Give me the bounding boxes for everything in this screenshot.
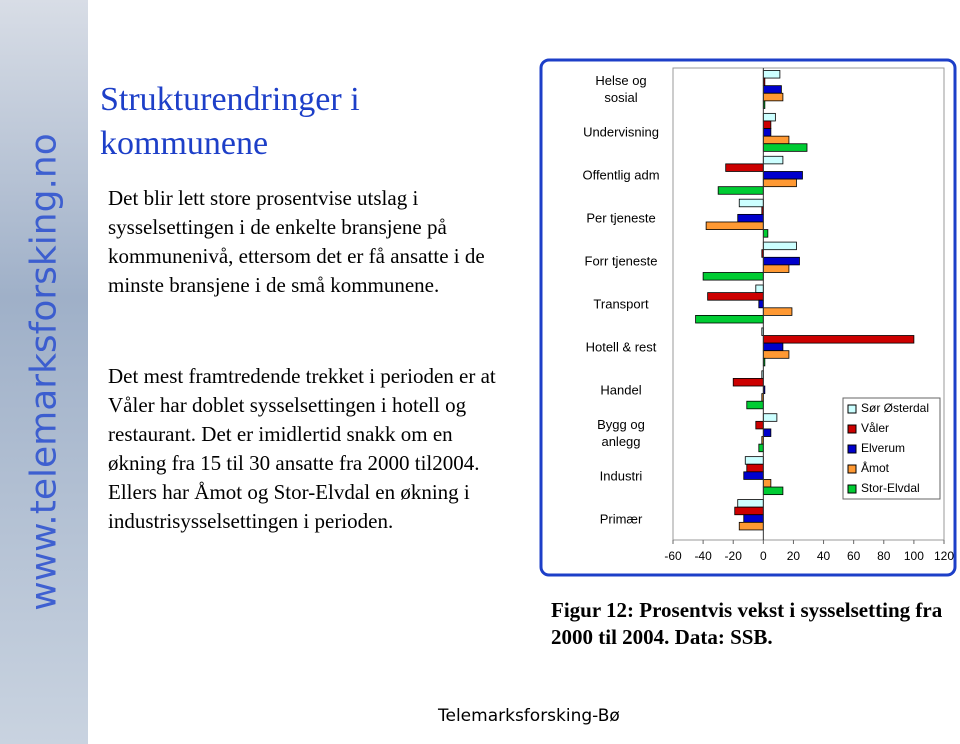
- category-label: Transport: [593, 296, 649, 312]
- bar: [762, 428, 772, 437]
- bar: [746, 400, 764, 410]
- x-tick-label: 80: [877, 549, 891, 563]
- bar: [762, 92, 784, 102]
- category-label: Forr tjeneste: [584, 253, 658, 269]
- bar: [755, 284, 764, 293]
- slide-title: Strukturendringer i kommunene: [100, 81, 360, 162]
- bar: [762, 342, 784, 352]
- x-tick-label: 20: [787, 549, 801, 563]
- footer: Telemarksforsking-Bø: [438, 706, 620, 726]
- bar: [744, 456, 764, 465]
- category-label: Offentlig adm: [582, 167, 660, 183]
- bar: [717, 186, 764, 195]
- bar: [762, 335, 915, 344]
- bar: [743, 514, 764, 523]
- bar: [734, 506, 764, 516]
- bar: [705, 221, 764, 230]
- bar: [762, 135, 790, 145]
- bar: [707, 292, 764, 301]
- bar: [762, 229, 769, 238]
- sidebar: [0, 0, 88, 744]
- legend-swatch: [847, 444, 857, 454]
- x-tick-label: 120: [934, 549, 954, 563]
- category-label: Per tjeneste: [586, 210, 656, 226]
- paragraph: Det blir lett store prosentvise utslag i…: [108, 186, 485, 297]
- x-tick-label: -40: [694, 549, 712, 563]
- caption: Figur 12: Prosentvis vekst i sysselsetti…: [551, 598, 943, 649]
- x-tick-label: 0: [760, 549, 767, 563]
- category-label: Bygg og anlegg: [597, 416, 645, 449]
- bar: [762, 143, 808, 152]
- bar: [762, 486, 784, 496]
- legend-swatch: [847, 404, 857, 414]
- bar: [762, 350, 790, 359]
- bar: [762, 171, 803, 180]
- x-tick-label: 60: [847, 549, 861, 563]
- bar: [762, 178, 797, 188]
- chart-frame: [539, 58, 957, 577]
- legend-label: Åmot: [861, 460, 890, 475]
- bar: [725, 163, 764, 172]
- bar: [746, 463, 764, 473]
- legend-swatch: [847, 484, 857, 494]
- legend-box: [842, 397, 941, 500]
- bar: [737, 499, 764, 508]
- category-label: Undervisning: [583, 124, 659, 140]
- bar: [762, 479, 772, 488]
- bar: [758, 299, 764, 309]
- legend-label: Sør Østerdal: [861, 401, 929, 415]
- category-label: Hotell & rest: [585, 339, 657, 355]
- bar: [737, 213, 764, 223]
- bar: [758, 443, 764, 453]
- category-label: Handel: [600, 382, 642, 398]
- bar: [695, 314, 764, 324]
- x-tick-label: -60: [664, 549, 682, 563]
- category-label: Helse og sosial: [595, 73, 647, 106]
- category-label: Industri: [599, 468, 643, 484]
- bar: [762, 128, 772, 137]
- x-tick-label: -20: [725, 549, 743, 563]
- bar: [762, 307, 793, 316]
- paragraph: Det mest framtredende trekket i perioden…: [108, 364, 496, 533]
- bar: [738, 521, 764, 531]
- x-tick-label: 40: [817, 549, 831, 563]
- category-label: Primær: [599, 511, 643, 527]
- legend-label: Elverum: [861, 441, 905, 455]
- bar: [743, 471, 764, 480]
- x-tick-label: 100: [904, 549, 924, 563]
- bar: [762, 241, 797, 251]
- plot-area: [672, 67, 945, 541]
- bar: [702, 272, 764, 281]
- bar: [762, 155, 784, 165]
- bar: [762, 264, 790, 273]
- legend-label: Våler: [861, 421, 889, 435]
- bar: [755, 420, 764, 430]
- bar: [762, 256, 800, 266]
- legend-label: Stor-Elvdal: [861, 481, 920, 495]
- bar: [738, 198, 764, 208]
- bar: [762, 120, 772, 129]
- bar: [762, 112, 776, 122]
- bar: [762, 70, 781, 79]
- bar: [762, 85, 782, 94]
- legend-swatch: [847, 464, 857, 474]
- bar: [762, 413, 778, 422]
- legend-swatch: [847, 424, 857, 434]
- bar: [732, 378, 764, 387]
